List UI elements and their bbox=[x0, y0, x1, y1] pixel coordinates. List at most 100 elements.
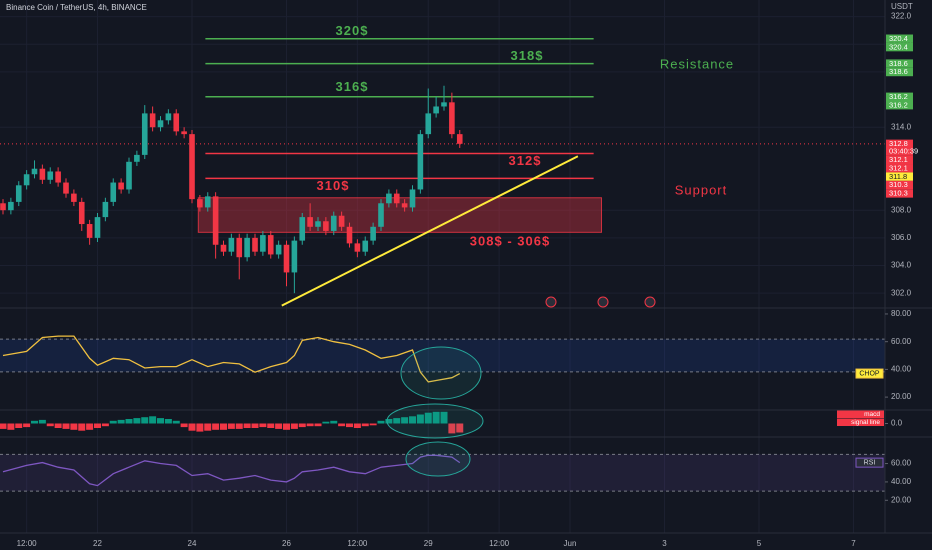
highlight-circle bbox=[400, 346, 482, 400]
histogram-bar bbox=[180, 423, 188, 428]
annotation: Resistance bbox=[660, 56, 734, 71]
candle-body bbox=[63, 182, 69, 194]
y-tick-label: 302.0 bbox=[891, 288, 912, 297]
event-icon[interactable] bbox=[545, 296, 557, 308]
price-tag bbox=[886, 172, 913, 181]
price-tag-label: 312.1 bbox=[889, 155, 908, 164]
candle-body bbox=[425, 113, 432, 135]
event-icons bbox=[545, 296, 656, 308]
candle-body bbox=[165, 113, 172, 121]
indicator-band bbox=[0, 454, 885, 492]
indicator-tag-label: RSI bbox=[864, 459, 876, 466]
x-tick-label: 3 bbox=[662, 539, 667, 548]
candle-body bbox=[157, 120, 164, 128]
histogram-bar bbox=[243, 423, 251, 428]
price-tag bbox=[886, 92, 913, 102]
histogram-bar bbox=[157, 418, 164, 424]
candle-body bbox=[220, 244, 227, 252]
x-tick-label: 12:00 bbox=[17, 539, 38, 548]
indicator-line bbox=[2, 335, 461, 383]
histogram-bar bbox=[133, 418, 141, 424]
level-label: 316$ bbox=[336, 79, 369, 94]
candle-body bbox=[299, 217, 306, 241]
zone-label: 308$ - 306$ bbox=[470, 233, 550, 248]
histogram-bar bbox=[204, 423, 212, 431]
candle-body bbox=[31, 168, 38, 175]
price-tag bbox=[886, 101, 913, 110]
candle-body bbox=[204, 196, 211, 208]
histogram-bar bbox=[314, 423, 322, 427]
x-tick-label: Jun bbox=[564, 539, 577, 548]
histogram-bar bbox=[117, 419, 125, 424]
x-tick-label: 29 bbox=[424, 539, 433, 548]
x-tick-label: 26 bbox=[282, 539, 291, 548]
histogram-bar bbox=[275, 423, 283, 429]
histogram-bar bbox=[15, 423, 23, 428]
histogram-bar bbox=[7, 423, 15, 430]
candle-body bbox=[23, 174, 30, 186]
histogram-bar bbox=[149, 416, 157, 424]
candle-body bbox=[228, 237, 235, 252]
histogram-bar bbox=[440, 411, 448, 424]
y-tick-label: 60.00 bbox=[891, 337, 912, 346]
candle-body bbox=[181, 131, 187, 135]
candle-body bbox=[189, 134, 195, 200]
x-tick-label: 22 bbox=[93, 539, 102, 548]
histogram-bar bbox=[424, 412, 432, 424]
highlight-circle bbox=[405, 441, 471, 477]
histogram-bar bbox=[62, 423, 70, 429]
support-zone bbox=[197, 197, 603, 233]
histogram-bar bbox=[290, 423, 298, 429]
price-tag bbox=[886, 34, 913, 43]
candle-body bbox=[86, 224, 93, 238]
candle-body bbox=[78, 201, 85, 225]
candle-body bbox=[197, 199, 203, 208]
histogram-bar bbox=[235, 423, 243, 429]
indicator-tag-label: signal line bbox=[851, 419, 880, 426]
price-tag-label: 312.8 bbox=[889, 139, 908, 148]
event-icon[interactable] bbox=[644, 296, 656, 308]
highlight-circle bbox=[386, 403, 484, 439]
x-tick-label: 12:00 bbox=[489, 539, 510, 548]
histogram-bar bbox=[401, 417, 409, 424]
histogram-bar bbox=[369, 423, 377, 426]
price-tag-label: 310.3 bbox=[889, 189, 908, 198]
y-tick-label: 40.00 bbox=[891, 477, 912, 486]
histogram-bar bbox=[227, 423, 235, 429]
level-label: 318$ bbox=[511, 48, 544, 63]
annotation: Support bbox=[675, 182, 728, 197]
candle-body bbox=[149, 113, 156, 128]
axis-unit: USDT bbox=[891, 2, 913, 11]
candle-body bbox=[409, 189, 416, 208]
histogram-bar bbox=[306, 423, 314, 427]
x-tick-label: 12:00 bbox=[347, 539, 368, 548]
price-tag-label: 312.1 bbox=[889, 163, 908, 172]
candle-body bbox=[441, 102, 447, 107]
candle-body bbox=[291, 240, 298, 273]
histogram-bar bbox=[46, 423, 54, 427]
price-tag-label: 320.4 bbox=[889, 34, 908, 43]
candle-body bbox=[386, 193, 392, 204]
histogram-bar bbox=[448, 423, 456, 434]
y-tick-label: 314.0 bbox=[891, 122, 912, 131]
candle-body bbox=[260, 235, 266, 252]
histogram-bar bbox=[78, 423, 86, 431]
price-tag-label: 311.8 bbox=[889, 172, 907, 181]
histogram-bar bbox=[0, 423, 7, 429]
y-tick-label: 20.00 bbox=[891, 392, 912, 401]
candle-body bbox=[323, 221, 329, 231]
level-label: 310$ bbox=[317, 178, 350, 193]
candle-body bbox=[15, 185, 22, 202]
histogram-bar bbox=[54, 423, 62, 428]
histogram-bar bbox=[125, 419, 133, 424]
candle-body bbox=[94, 217, 101, 238]
candle-body bbox=[173, 113, 180, 132]
candle-body bbox=[378, 203, 384, 227]
histogram-bar bbox=[101, 423, 109, 427]
candle-body bbox=[47, 171, 54, 180]
candle-body bbox=[102, 201, 109, 218]
price-tag-label: 318.6 bbox=[889, 59, 908, 68]
indicator-tag-label: CHOP bbox=[859, 370, 880, 377]
histogram-bar bbox=[338, 423, 346, 427]
event-icon[interactable] bbox=[597, 296, 609, 308]
